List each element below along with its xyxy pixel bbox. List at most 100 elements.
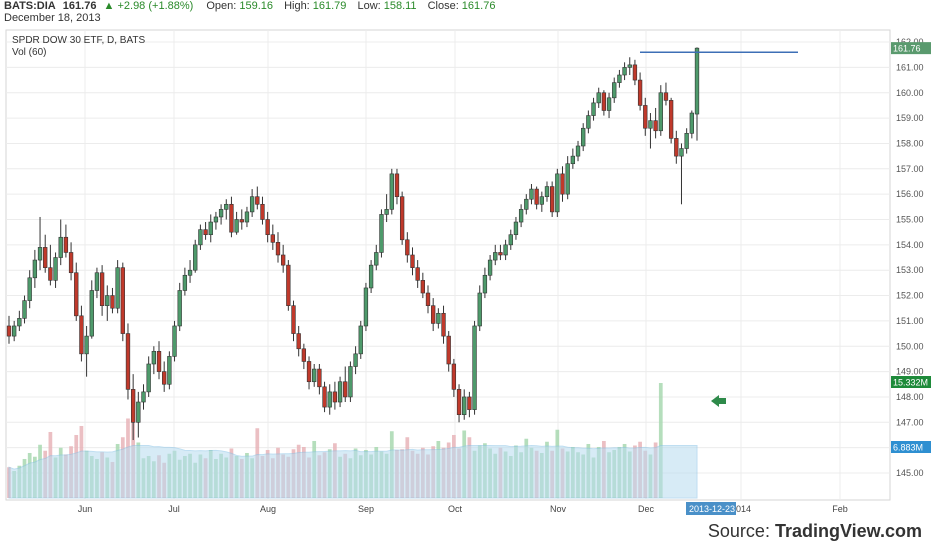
candle-body <box>327 391 332 408</box>
y-tick-label: 155.00 <box>896 215 924 225</box>
candle-body <box>17 318 22 327</box>
candle-body <box>224 203 229 210</box>
candle-body <box>6 325 12 337</box>
candle-body <box>399 196 405 241</box>
candle-body <box>425 292 431 306</box>
volume-ma-badge-bg <box>891 441 931 453</box>
candle-body <box>306 361 312 383</box>
candle-body <box>539 196 544 205</box>
candle-body <box>477 292 482 327</box>
last-price: 161.76 <box>62 0 97 12</box>
candle-body <box>234 219 239 233</box>
candle-body <box>286 264 291 306</box>
candle-body <box>601 92 607 111</box>
candle-body <box>151 351 157 365</box>
y-tick-label: 154.00 <box>896 240 924 250</box>
candle-body <box>53 257 58 281</box>
candle-body <box>265 219 270 236</box>
up-triangle-icon: ▲ <box>103 0 115 12</box>
candle-body <box>37 247 43 261</box>
candle-body <box>130 389 136 423</box>
volume-ma-badge: 6.883M <box>893 443 923 453</box>
y-tick-label: 162.00 <box>896 37 924 47</box>
candle-body <box>208 221 213 236</box>
y-tick-label: 147.00 <box>896 417 924 427</box>
candle-body <box>591 102 596 116</box>
candle-body <box>177 290 182 327</box>
y-tick-label: 152.00 <box>896 291 924 301</box>
candle-body <box>193 244 198 271</box>
candle-body <box>105 295 110 306</box>
candle-body <box>281 254 286 266</box>
high-label: High: <box>284 0 310 12</box>
candle-body <box>213 216 219 223</box>
chart-header: BATS:DIA 161.76 ▲ +2.98 (+1.88%) Open: 15… <box>4 0 503 24</box>
candle-body <box>255 196 260 205</box>
candle-body <box>462 396 467 415</box>
close-value: 161.76 <box>461 0 496 12</box>
y-tick-label: 158.00 <box>896 138 924 148</box>
candle-body <box>374 252 379 266</box>
x-tick-label: Sep <box>358 504 374 514</box>
y-tick-label: 148.00 <box>896 392 924 402</box>
candle-body <box>606 97 612 111</box>
candle-body <box>136 401 141 423</box>
candle-body <box>575 145 581 157</box>
date-badge-bg <box>686 502 736 515</box>
candle-body <box>549 186 555 213</box>
y-tick-label: 159.00 <box>896 113 924 123</box>
candle-body <box>120 267 125 334</box>
y-tick-label: 151.00 <box>896 316 924 326</box>
candle-body <box>451 363 457 390</box>
candle-body <box>617 74 622 83</box>
source-watermark: Source: TradingView.com <box>707 521 922 541</box>
candle-body <box>244 211 250 223</box>
candle-body <box>203 229 208 236</box>
x-tick-label: Nov <box>550 504 567 514</box>
candle-body <box>436 312 441 324</box>
candle-body <box>431 305 436 324</box>
y-tick-label: 149.00 <box>896 367 924 377</box>
open-value: 159.16 <box>239 0 273 12</box>
candle-body <box>560 173 565 195</box>
chart-title: SPDR DOW 30 ETF, D, BATS <box>12 35 145 46</box>
candle-body <box>363 287 369 327</box>
x-tick-label: 2014 <box>731 504 751 514</box>
y-tick-label: 157.00 <box>896 164 924 174</box>
symbol-label: BATS:DIA <box>4 0 56 12</box>
candle-body <box>415 267 420 281</box>
candle-body <box>296 333 301 350</box>
candle-body <box>63 236 69 253</box>
candle-body <box>653 120 658 132</box>
candle-body <box>358 325 363 355</box>
price-change: ▲ +2.98 (+1.88%) <box>103 0 194 12</box>
candle-body <box>493 252 498 261</box>
candle-body <box>637 79 643 106</box>
candle-body <box>689 112 694 134</box>
candle-body <box>187 269 193 276</box>
candle-body <box>337 381 343 403</box>
candle-body <box>94 272 100 291</box>
candle-body <box>270 234 275 243</box>
x-tick-label: Aug <box>260 504 276 514</box>
candle-body <box>581 127 586 147</box>
candle-body <box>534 188 539 205</box>
candle-body <box>291 305 296 334</box>
candle-body <box>684 133 689 149</box>
candle-body <box>508 234 513 246</box>
y-tick-label: 161.00 <box>896 62 924 72</box>
candle-body <box>32 259 38 279</box>
candle-body <box>503 244 508 256</box>
candle-body <box>99 272 105 306</box>
volume-badge-bg <box>891 376 931 388</box>
candle-body <box>668 100 674 139</box>
high-value: 161.79 <box>312 0 347 12</box>
candle-body <box>89 290 94 337</box>
candle-body <box>332 391 338 403</box>
candle-body <box>482 274 488 294</box>
candle-body <box>229 203 234 233</box>
candle-body <box>162 371 167 385</box>
date-label: December 18, 2013 <box>4 12 101 24</box>
candle-body <box>58 236 63 258</box>
